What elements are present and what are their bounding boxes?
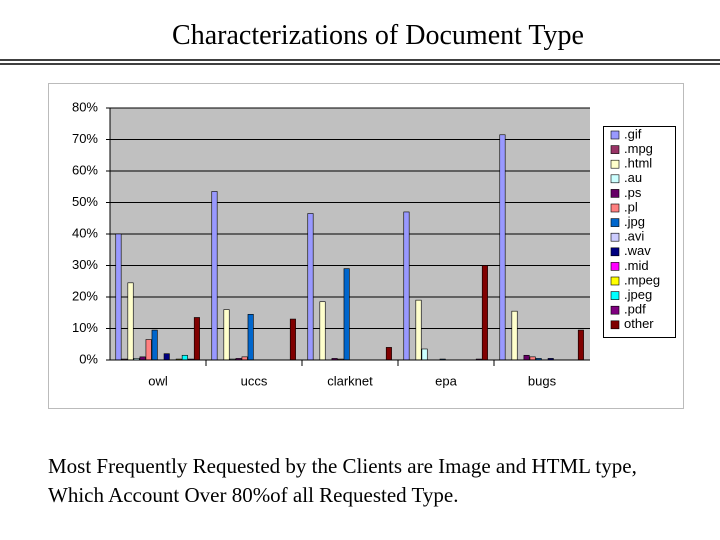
bar [343,268,350,361]
legend-swatch [610,276,620,286]
bar [163,353,170,361]
legend-swatch [610,262,620,271]
bar [115,233,122,361]
bar [499,134,506,361]
legend-label: .mid [624,258,649,273]
bar [403,211,410,361]
legend-swatch [610,130,620,140]
y-tick-label: 10% [72,320,98,335]
x-tick-label: bugs [528,373,557,388]
bar [289,318,296,361]
x-tick-label: clarknet [327,373,373,388]
legend-label: .wav [624,243,651,258]
bar [523,354,530,361]
legend-label: .gif [624,126,642,141]
legend-label: .pl [624,199,638,214]
bar [181,354,188,361]
legend-label: .html [624,156,652,171]
legend-swatch [610,203,620,213]
legend-swatch [610,291,620,300]
bar [211,191,218,361]
bar [421,348,428,361]
legend-swatch [610,189,620,198]
legend-swatch [610,247,620,257]
bar [385,347,392,361]
legend-label: .avi [624,229,644,244]
legend-label: .pdf [624,302,646,317]
slide-title: Characterizations of Document Type [172,20,584,51]
bar [145,339,152,361]
y-tick-label: 40% [72,225,98,240]
legend-swatch [610,218,620,227]
caption: Most Frequently Requested by the Clients… [48,454,637,507]
bar [151,329,158,361]
legend-label: .jpeg [624,287,652,302]
bar [223,309,230,361]
legend-label: .ps [624,185,642,200]
legend-label: .jpg [624,214,645,229]
bar [127,282,134,361]
bar [577,329,584,361]
legend-swatch [610,174,620,184]
x-tick-label: uccs [241,373,268,388]
legend-swatch [610,159,620,169]
x-tick-label: owl [148,373,168,388]
y-tick-label: 70% [72,131,98,146]
bar [307,213,314,361]
y-tick-label: 30% [72,257,98,272]
bar [193,317,200,361]
y-tick-label: 50% [72,194,98,209]
legend-swatch [610,232,620,242]
legend-label: other [624,316,654,331]
legend-swatch [610,305,620,315]
bar [247,314,254,361]
y-tick-label: 60% [72,162,98,177]
y-tick-label: 80% [72,99,98,114]
chart: 0% 10% 20% 30% 40% 50% 60% 70% 80% owl uccs clarkne… [0,59,720,409]
x-tick-label: epa [435,373,457,388]
legend-label: .mpeg [624,272,660,287]
legend-swatch [610,145,620,154]
legend-swatch [610,320,620,330]
legend-label: .mpg [624,141,653,156]
legend-label: .au [624,170,642,185]
bar [511,310,518,361]
bar [481,265,488,361]
bar [319,301,326,361]
y-tick-label: 0% [79,351,98,366]
y-tick-label: 20% [72,288,98,303]
bar [415,299,422,361]
